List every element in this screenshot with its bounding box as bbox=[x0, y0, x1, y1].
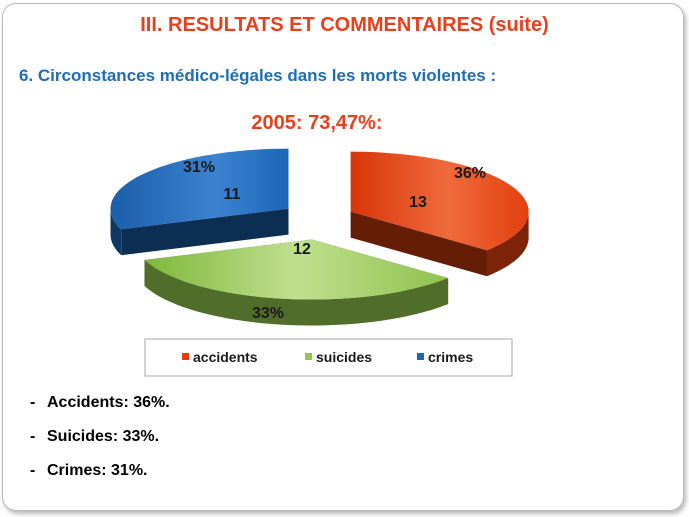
pie-slice-suicides bbox=[144, 239, 449, 326]
legend-swatch-suicides bbox=[305, 353, 312, 360]
summary-list: - Accidents: 36%. - Suicides: 33%. - Crimes… bbox=[30, 393, 170, 495]
summary-item-crimes: - Crimes: 31%. bbox=[30, 462, 148, 479]
slice-value-accidents: 13 bbox=[409, 194, 427, 211]
pie-labels: 13 36% 12 33% 11 31% bbox=[183, 159, 486, 322]
legend-box bbox=[144, 338, 513, 377]
pie-slice-accidents bbox=[350, 151, 529, 277]
slide-title: III. RESULTATS ET COMMENTAIRES (suite) bbox=[140, 14, 549, 36]
slice-percent-crimes: 31% bbox=[183, 159, 215, 176]
legend-label-suicides: suicides bbox=[316, 349, 372, 365]
slide-subtitle: 6. Circonstances médico-légales dans les… bbox=[19, 66, 497, 85]
summary-item-accidents: - Accidents: 36%. bbox=[30, 394, 170, 411]
pie-slice-crimes bbox=[110, 148, 289, 256]
chart-title: 2005: 73,47%: bbox=[251, 112, 383, 134]
summary-item-suicides: - Suicides: 33%. bbox=[30, 428, 160, 445]
slice-percent-suicides: 33% bbox=[252, 305, 284, 322]
slice-value-crimes: 11 bbox=[224, 186, 241, 203]
slice-percent-accidents: 36% bbox=[454, 165, 486, 182]
legend-label-crimes: crimes bbox=[428, 349, 473, 365]
legend-swatch-crimes bbox=[417, 353, 424, 360]
pie-layer bbox=[110, 148, 529, 326]
slice-value-suicides: 12 bbox=[293, 241, 311, 258]
legend-swatch-accidents bbox=[182, 353, 189, 360]
legend-label-accidents: accidents bbox=[193, 349, 258, 365]
chart-legend: accidents suicides crimes bbox=[144, 338, 513, 377]
